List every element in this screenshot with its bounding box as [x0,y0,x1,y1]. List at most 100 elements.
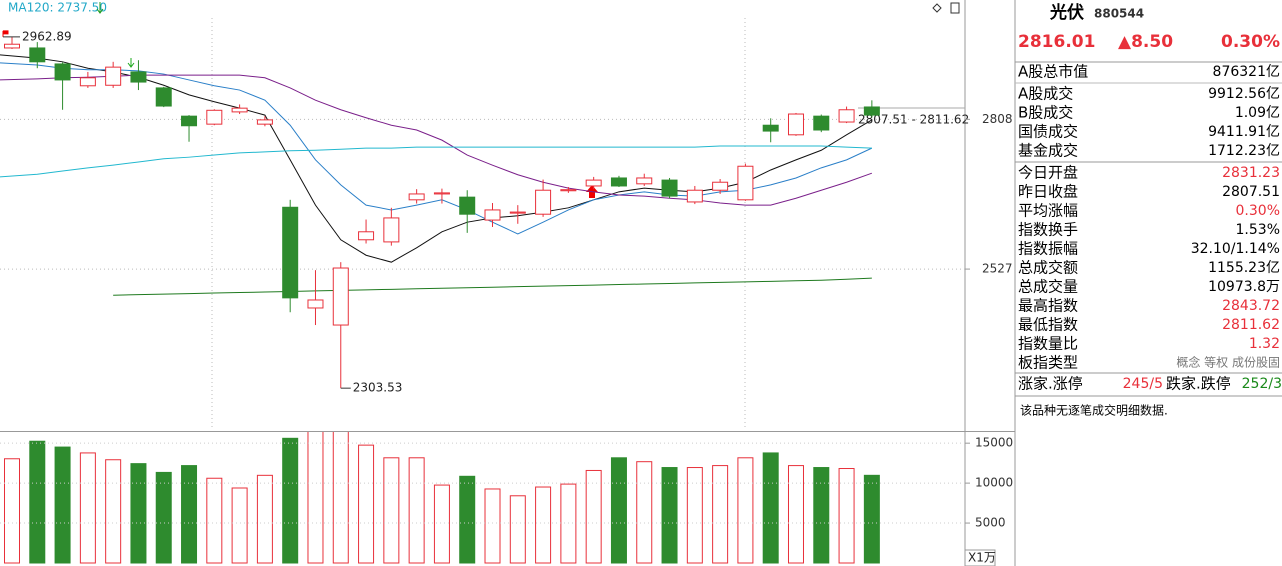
volume-bar [54,446,71,564]
indicator-arrow [96,2,104,14]
row-value: 2807.51 [1222,184,1280,200]
window-button[interactable] [950,2,960,14]
volume-bar [4,458,20,564]
volume-bar [29,440,46,564]
volume-bar [686,467,703,564]
moving-average [0,54,873,263]
row-label: 国债成交 [1018,123,1078,141]
row-value: 9411.91亿 [1208,124,1280,140]
row-label: 指数振幅 [1018,240,1078,258]
candle-body [332,267,349,326]
row-label: 最高指数 [1018,297,1078,315]
row-label: 总成交额 [1018,259,1078,277]
candle-body [282,206,299,299]
change-percent: 0.30% [1221,32,1280,52]
volume-bar [459,475,476,564]
unit-box [964,549,996,566]
candle-body [813,115,830,131]
shape-button[interactable] [932,3,942,13]
candle-body [130,71,147,83]
y-tick-label: 10000 [975,476,1013,490]
candle-body [560,189,577,192]
high-label: 2962.89 [22,29,72,43]
row-label: 平均涨幅 [1018,202,1078,220]
row-value: 876321亿 [1213,64,1280,80]
row-value: 10973.8万 [1208,279,1280,295]
volume-bar [155,471,172,564]
index-code: 880544 [1094,7,1144,21]
row-value: 2831.23 [1222,165,1280,181]
candle-body [838,109,855,123]
candle-body [54,63,71,81]
volume-bars [4,432,880,564]
row-value: 1155.23亿 [1208,260,1280,276]
candle-body [79,77,96,87]
candle-body [206,109,223,125]
volume-bar [787,465,804,564]
y-tick-label: 2527 [982,262,1013,276]
volume-bar [712,465,729,564]
signal-arrow [127,58,135,68]
volume-bar [307,432,324,564]
y-tick-label: 15000 [975,436,1013,450]
row-value: 1.09亿 [1235,105,1280,121]
volume-unit: X1万 [968,551,996,565]
volume-bar [130,463,147,564]
volume-bar [535,486,552,564]
row-value: 1.32 [1249,336,1280,352]
volume-bar [383,457,400,564]
row-value: 0.30% [1236,203,1280,219]
row-value: 2843.72 [1222,298,1280,314]
row-value: 32.10/1.14% [1191,241,1280,257]
candle-body [661,179,678,197]
breadth-label: 跌家.跌停 [1166,375,1231,393]
candle-body [383,217,400,243]
candle-body [863,106,880,116]
candle-body [433,192,450,195]
row-label: A股总市值 [1018,63,1088,81]
volume-bar [610,457,627,564]
row-label: 总成交量 [1018,278,1078,296]
breadth-value: 245/5 [1123,376,1163,392]
volume-bar [433,484,450,564]
row-label: 板指类型 [1018,354,1078,372]
candle-body [105,66,122,86]
candle-body [155,87,172,107]
price-change: ▲8.50 [1118,32,1173,52]
candle-body [29,47,46,63]
moving-average [0,145,872,178]
row-value: 9912.56亿 [1208,86,1280,102]
candle-body [307,299,324,309]
row-label: 指数量比 [1018,335,1078,353]
volume-bar [105,459,122,564]
candle-body [4,43,20,49]
candle-body [585,179,602,187]
breadth-label: 涨家.涨停 [1018,375,1083,393]
last-price: 2816.01 [1018,32,1095,52]
candle-body [181,115,198,127]
row-value: 2811.62 [1222,317,1280,333]
candle-body [484,209,501,221]
volume-bar [206,477,223,564]
candle-body [686,189,703,203]
candle-body [787,113,804,136]
row-value: 1.53% [1236,222,1280,238]
volume-bar [863,474,880,564]
indicator-label: MA120: 2737.50 [8,1,107,15]
row-label: 基金成交 [1018,142,1078,160]
volume-bar [79,452,96,564]
low-label: 2303.53 [353,381,403,395]
y-tick-label: 2808 [982,112,1013,126]
volume-bar [838,468,855,564]
candle-body [610,177,627,187]
row-value: 1712.23亿 [1208,143,1280,159]
row-label: Α股成交 [1018,85,1073,103]
volume-bar [231,487,248,564]
high-flag [2,30,9,37]
row-label: 指数换手 [1018,221,1078,239]
row-label: 昨日收盘 [1018,183,1078,201]
candle-body [535,189,552,215]
candle-body [459,196,476,215]
index-name: 光伏 [1049,2,1084,23]
